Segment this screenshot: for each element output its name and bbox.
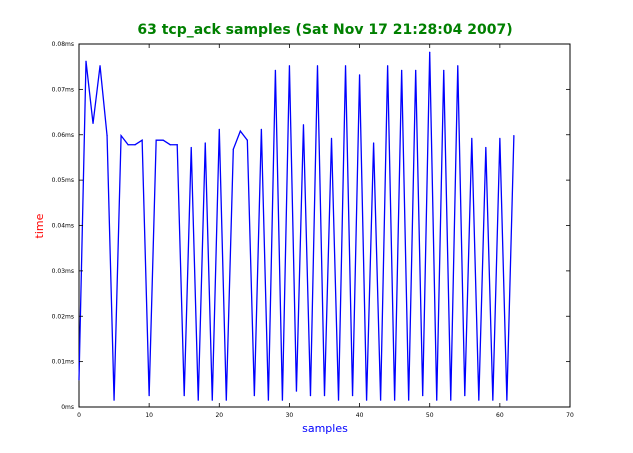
y-tick-label: 0.08ms bbox=[52, 41, 74, 48]
y-tick-label: 0.04ms bbox=[52, 223, 74, 230]
data-point bbox=[499, 137, 501, 139]
data-point bbox=[260, 128, 262, 130]
data-point bbox=[394, 399, 396, 401]
data-point bbox=[429, 51, 431, 53]
y-axis-ticks: 0ms 0.01ms 0.02ms 0.03ms 0.04ms 0.05ms 0.06ms 0… bbox=[52, 41, 570, 411]
data-point bbox=[218, 128, 220, 130]
data-point bbox=[513, 135, 515, 137]
data-point bbox=[190, 146, 192, 149]
data-point bbox=[492, 399, 494, 401]
x-tick-label: 0 bbox=[77, 412, 81, 419]
data-point bbox=[302, 124, 305, 126]
data-point bbox=[422, 395, 424, 397]
series-layer bbox=[78, 51, 515, 401]
x-tick-label: 70 bbox=[566, 412, 574, 419]
data-point bbox=[225, 399, 227, 401]
data-point bbox=[443, 69, 445, 71]
data-point bbox=[204, 142, 206, 144]
data-point bbox=[162, 139, 164, 141]
y-tick-label: 0.01ms bbox=[52, 359, 74, 366]
data-point bbox=[365, 399, 368, 401]
data-point bbox=[316, 65, 319, 67]
plot-area: 0 10 20 30 40 50 60 70 0ms 0.01ms 0.02ms 0.03ms 0.0… bbox=[52, 41, 574, 419]
data-point bbox=[253, 395, 255, 397]
data-point bbox=[337, 399, 340, 401]
x-axis-ticks: 0 10 20 30 40 50 60 70 bbox=[77, 44, 574, 419]
data-point bbox=[288, 65, 291, 67]
data-point bbox=[246, 139, 248, 141]
data-point bbox=[106, 135, 108, 137]
data-point bbox=[232, 148, 234, 150]
data-point bbox=[78, 379, 80, 381]
data-point bbox=[401, 69, 403, 71]
data-point bbox=[373, 142, 375, 144]
y-tick-label: 0ms bbox=[61, 404, 74, 411]
data-point bbox=[148, 395, 150, 397]
data-point bbox=[464, 395, 466, 397]
data-point bbox=[197, 399, 199, 401]
data-point bbox=[211, 399, 213, 401]
x-axis-label: samples bbox=[302, 422, 348, 435]
data-point bbox=[387, 65, 389, 67]
x-tick-label: 20 bbox=[215, 412, 223, 419]
data-point bbox=[99, 65, 101, 67]
data-point bbox=[358, 74, 361, 76]
data-point bbox=[85, 60, 87, 62]
data-point bbox=[281, 399, 284, 401]
data-point bbox=[415, 69, 417, 71]
data-point bbox=[485, 146, 487, 149]
data-point bbox=[141, 139, 143, 141]
data-point bbox=[169, 144, 171, 146]
data-point bbox=[344, 65, 347, 67]
x-tick-label: 50 bbox=[426, 412, 434, 419]
data-point bbox=[176, 144, 178, 146]
data-point bbox=[309, 395, 312, 397]
x-tick-label: 40 bbox=[356, 412, 364, 419]
data-point bbox=[155, 139, 157, 141]
data-point bbox=[267, 399, 269, 401]
y-tick-label: 0.06ms bbox=[52, 132, 74, 139]
data-point bbox=[274, 69, 276, 71]
data-point bbox=[351, 395, 354, 397]
data-point bbox=[134, 144, 136, 146]
data-point bbox=[127, 144, 129, 146]
x-tick-label: 30 bbox=[286, 412, 294, 419]
data-point bbox=[330, 137, 333, 139]
data-point bbox=[436, 399, 438, 401]
x-tick-label: 10 bbox=[145, 412, 153, 419]
data-point bbox=[506, 399, 508, 401]
data-point bbox=[323, 395, 326, 397]
data-point bbox=[478, 399, 480, 401]
y-axis-label: time bbox=[33, 213, 46, 238]
data-point bbox=[457, 65, 459, 67]
y-tick-label: 0.05ms bbox=[52, 177, 74, 184]
chart-title: 63 tcp_ack samples (Sat Nov 17 21:28:04 … bbox=[137, 22, 512, 38]
data-point bbox=[92, 122, 94, 125]
data-point bbox=[183, 395, 185, 397]
y-tick-label: 0.07ms bbox=[52, 86, 74, 93]
x-tick-label: 60 bbox=[496, 412, 504, 419]
data-point bbox=[295, 390, 298, 392]
data-point bbox=[450, 399, 452, 401]
y-tick-label: 0.03ms bbox=[52, 268, 74, 275]
data-point bbox=[239, 130, 241, 132]
data-point bbox=[120, 135, 122, 137]
data-point bbox=[380, 399, 382, 401]
data-point bbox=[113, 399, 115, 401]
data-point bbox=[471, 137, 473, 139]
y-tick-label: 0.02ms bbox=[52, 313, 74, 320]
data-point bbox=[408, 399, 410, 401]
